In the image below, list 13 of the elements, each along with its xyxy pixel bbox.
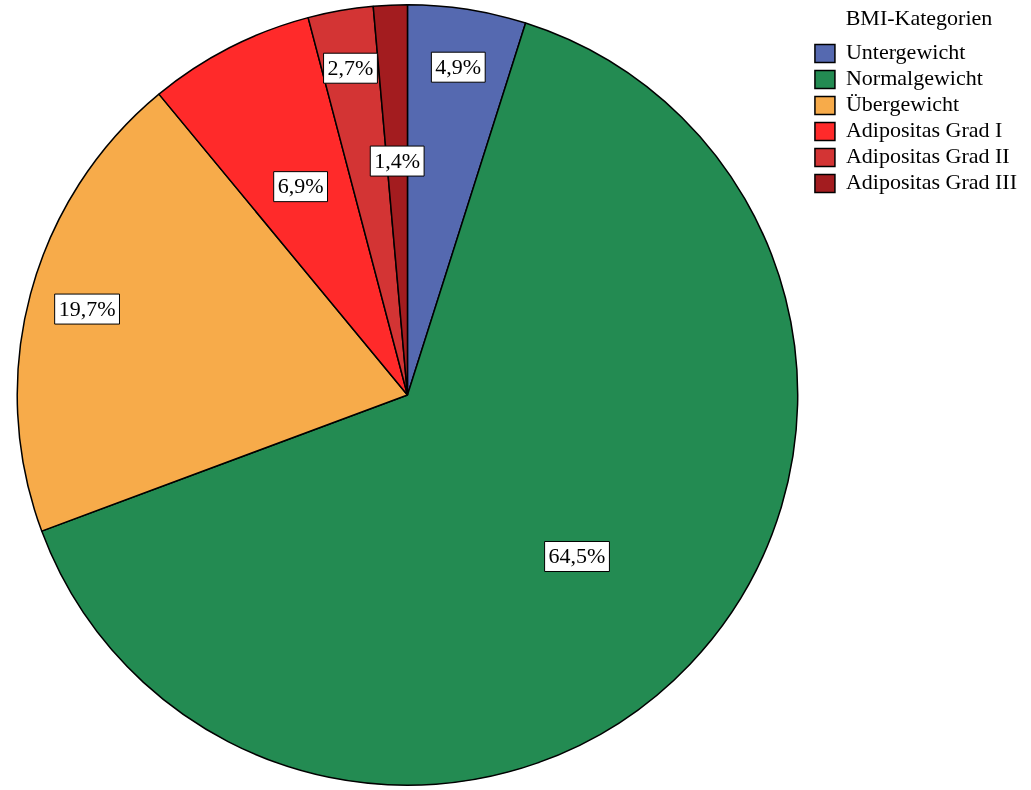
legend-label: Adipositas Grad II <box>845 143 1010 169</box>
legend-title: BMI-Kategorien <box>845 4 993 30</box>
data-label: 19,7% <box>58 295 116 321</box>
data-label: 2,7% <box>327 55 374 80</box>
legend-label: Adipositas Grad III <box>845 169 1018 195</box>
data-label: 4,9% <box>435 53 482 79</box>
data-label: 1,4% <box>374 147 421 173</box>
data-label: 64,5% <box>548 543 606 569</box>
data-label: 6,9% <box>277 173 324 199</box>
legend-label: Normalgewicht <box>845 65 983 91</box>
legend-label: Untergewicht <box>845 39 966 65</box>
legend-label: Übergewicht <box>845 91 960 117</box>
legend-label: Adipositas Grad I <box>845 117 1003 143</box>
